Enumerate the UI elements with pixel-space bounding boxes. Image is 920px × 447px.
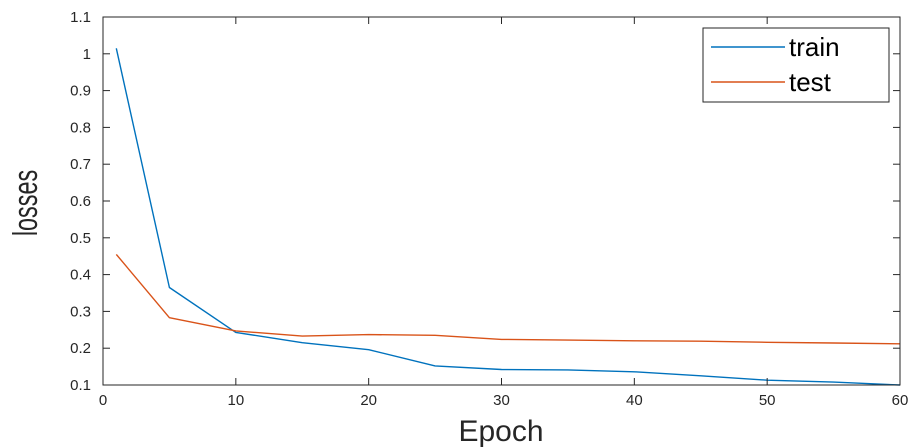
x-tick-label: 20 <box>360 392 377 409</box>
x-tick-label: 0 <box>99 392 107 409</box>
legend-label-train: train <box>789 32 840 62</box>
x-axis-label: Epoch <box>458 415 543 447</box>
legend-box <box>702 27 890 103</box>
x-tick-label: 40 <box>626 392 643 409</box>
legend: train test <box>702 27 890 103</box>
y-tick-label: 0.1 <box>70 377 91 394</box>
y-tick-label: 0.6 <box>70 193 91 210</box>
x-tick-label: 30 <box>493 392 510 409</box>
y-tick-label: 0.9 <box>70 83 91 100</box>
x-tick-label: 60 <box>892 392 909 409</box>
series-line-test <box>115 253 901 345</box>
y-axis-label: losses <box>7 170 46 236</box>
y-tick-label: 0.5 <box>70 230 91 247</box>
y-tick-label: 0.3 <box>70 303 91 320</box>
y-tick-label: 0.4 <box>70 267 91 284</box>
x-tick-label: 10 <box>227 392 244 409</box>
ticks-layer: 0 10 20 30 40 50 60 0.1 0.2 0.3 0.4 0.5 0.6 0.7 0.8 0.9… <box>70 9 908 409</box>
y-tick-label: 0.8 <box>70 119 91 136</box>
y-tick-label: 1 <box>83 46 91 63</box>
x-tick-label: 50 <box>759 392 776 409</box>
y-tick-label: 0.2 <box>70 340 91 357</box>
y-tick-label: 0.7 <box>70 156 91 173</box>
y-tick-label: 1.1 <box>70 9 91 26</box>
legend-label-test: test <box>789 67 832 97</box>
